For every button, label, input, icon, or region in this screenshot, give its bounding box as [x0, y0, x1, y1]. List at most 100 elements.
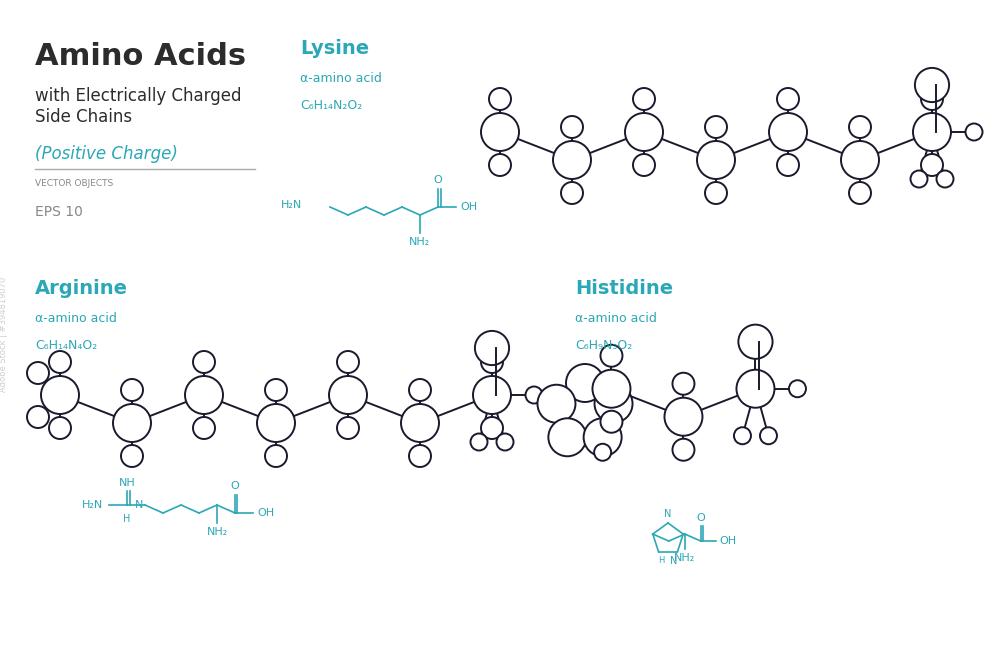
Circle shape: [849, 182, 871, 204]
Circle shape: [489, 88, 511, 110]
Text: H₂N: H₂N: [281, 200, 302, 210]
Circle shape: [777, 154, 799, 176]
Circle shape: [705, 182, 727, 204]
Text: Histidine: Histidine: [575, 279, 673, 298]
Text: O: O: [696, 513, 705, 523]
Circle shape: [921, 154, 943, 176]
Circle shape: [705, 116, 727, 138]
Circle shape: [481, 417, 503, 439]
Circle shape: [672, 439, 694, 461]
Text: VECTOR OBJECTS: VECTOR OBJECTS: [35, 179, 113, 188]
Circle shape: [475, 331, 509, 365]
Circle shape: [496, 434, 514, 450]
Text: EPS 10: EPS 10: [35, 205, 83, 219]
Circle shape: [113, 404, 151, 442]
Circle shape: [921, 88, 943, 110]
Text: NH₂: NH₂: [206, 527, 228, 537]
Circle shape: [401, 404, 439, 442]
Circle shape: [789, 380, 806, 398]
Text: C₆H₉N₃O₂: C₆H₉N₃O₂: [575, 339, 632, 352]
Text: α-amino acid: α-amino acid: [300, 72, 382, 85]
Text: (Positive Charge): (Positive Charge): [35, 145, 178, 163]
Circle shape: [257, 404, 295, 442]
Text: Arginine: Arginine: [35, 279, 128, 298]
Text: C₆H₁₄N₂O₂: C₆H₁₄N₂O₂: [300, 99, 362, 112]
Circle shape: [409, 445, 431, 467]
Circle shape: [936, 171, 954, 187]
Text: O: O: [231, 481, 239, 491]
Circle shape: [329, 376, 367, 414]
Text: OH: OH: [257, 508, 274, 518]
Circle shape: [561, 182, 583, 204]
Text: OH: OH: [460, 202, 477, 212]
Text: N: N: [135, 500, 143, 510]
Circle shape: [337, 351, 359, 373]
Circle shape: [553, 141, 591, 179]
Text: NH: NH: [119, 478, 135, 488]
Circle shape: [625, 113, 663, 151]
Circle shape: [526, 386, 542, 404]
Text: α-amino acid: α-amino acid: [575, 312, 657, 325]
Circle shape: [738, 325, 773, 359]
Circle shape: [121, 445, 143, 467]
Text: H: H: [123, 514, 131, 524]
Circle shape: [566, 364, 604, 402]
Circle shape: [849, 116, 871, 138]
Circle shape: [697, 141, 735, 179]
Circle shape: [185, 376, 223, 414]
Text: Lysine: Lysine: [300, 39, 369, 58]
Circle shape: [769, 113, 807, 151]
Circle shape: [49, 351, 71, 373]
Circle shape: [121, 379, 143, 401]
Text: N: N: [670, 556, 677, 566]
Circle shape: [41, 376, 79, 414]
Circle shape: [966, 123, 982, 141]
Circle shape: [548, 418, 586, 456]
Circle shape: [27, 406, 49, 428]
Circle shape: [777, 88, 799, 110]
Text: NH₂: NH₂: [409, 237, 431, 247]
Circle shape: [915, 68, 949, 102]
Text: NH₂: NH₂: [674, 553, 695, 563]
Circle shape: [481, 113, 519, 151]
Circle shape: [664, 398, 702, 436]
Circle shape: [489, 154, 511, 176]
Circle shape: [473, 376, 511, 414]
Circle shape: [471, 434, 488, 450]
Circle shape: [913, 113, 951, 151]
Circle shape: [633, 154, 655, 176]
Circle shape: [337, 417, 359, 439]
Circle shape: [595, 385, 633, 423]
Text: with Electrically Charged
Side Chains: with Electrically Charged Side Chains: [35, 87, 242, 126]
Circle shape: [265, 445, 287, 467]
Text: α-amino acid: α-amino acid: [35, 312, 117, 325]
Circle shape: [734, 428, 751, 444]
Circle shape: [27, 362, 49, 384]
Circle shape: [265, 379, 287, 401]
Circle shape: [672, 373, 694, 395]
Text: OH: OH: [720, 536, 737, 546]
Circle shape: [481, 351, 503, 373]
Circle shape: [600, 411, 622, 433]
Text: Adobe Stock | #394819070: Adobe Stock | #394819070: [0, 276, 9, 392]
Circle shape: [736, 370, 774, 408]
Text: C₆H₁₄N₄O₂: C₆H₁₄N₄O₂: [35, 339, 97, 352]
Circle shape: [561, 116, 583, 138]
Circle shape: [910, 171, 928, 187]
Text: N: N: [664, 509, 672, 519]
Circle shape: [600, 345, 622, 367]
Circle shape: [193, 351, 215, 373]
Text: H: H: [658, 556, 665, 565]
Circle shape: [633, 88, 655, 110]
Text: O: O: [434, 175, 442, 185]
Circle shape: [409, 379, 431, 401]
Circle shape: [49, 417, 71, 439]
Text: Amino Acids: Amino Acids: [35, 42, 246, 71]
Circle shape: [592, 370, 630, 408]
Circle shape: [193, 417, 215, 439]
Circle shape: [841, 141, 879, 179]
Circle shape: [584, 418, 622, 456]
Text: H₂N: H₂N: [82, 500, 103, 510]
Circle shape: [537, 385, 575, 423]
Circle shape: [594, 444, 611, 461]
